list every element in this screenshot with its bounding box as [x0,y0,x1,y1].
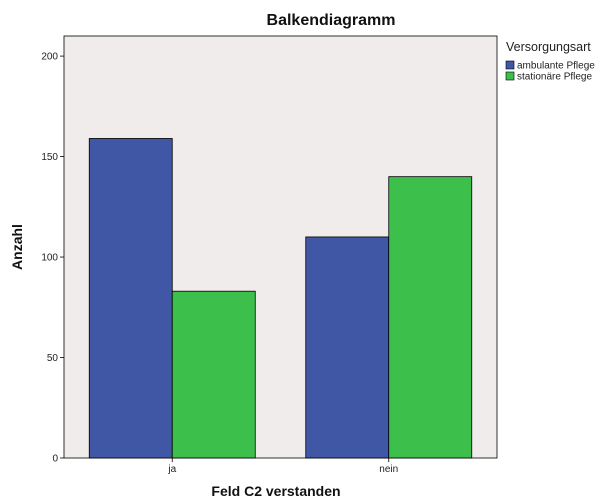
x-axis-label: Feld C2 verstanden [211,483,340,499]
bar-ja-stationaere [171,290,256,459]
legend-label: ambulante Pflege [517,61,595,72]
legend-swatch [505,60,515,70]
bars-layer [88,138,473,459]
legend: Versorgungsart ambulante Pflegestationär… [505,40,595,83]
y-tick-label: 50 [47,353,59,364]
bar-ja-ambulante [88,138,173,459]
y-tick-label: 150 [41,152,58,163]
bar-nein-stationaere [388,176,473,459]
x-axis: ja nein [167,458,398,475]
legend-swatch [505,71,515,81]
legend-label: stationäre Pflege [517,72,592,83]
y-tick-label: 200 [41,52,58,63]
y-tick-label: 100 [41,253,58,264]
legend-title: Versorgungsart [506,40,591,54]
y-tick-label: 0 [52,454,58,465]
x-tick-label: ja [167,464,176,475]
bar-nein-ambulante [305,236,390,459]
x-tick-label: nein [379,464,398,475]
chart-title: Balkendiagramm [267,12,396,29]
y-axis: 0 50 100 150 200 [41,52,64,465]
y-axis-label: Anzahl [9,224,25,270]
